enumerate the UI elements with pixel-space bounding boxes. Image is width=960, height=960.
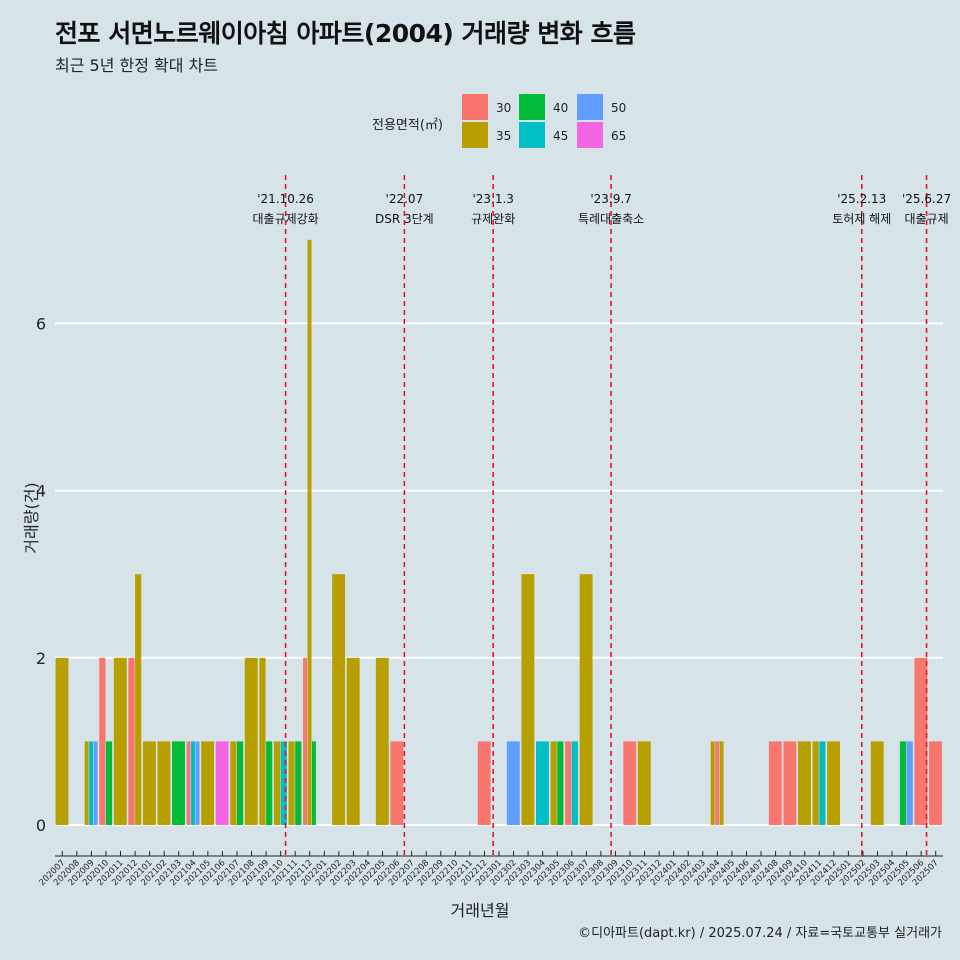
bar-segment: [288, 741, 295, 825]
y-tick-label: 0: [36, 816, 46, 835]
legend-swatch: [462, 122, 488, 148]
bar-segment: [710, 741, 715, 825]
bar-segment: [93, 741, 98, 825]
bar-segment: [259, 657, 266, 825]
legend-swatch: [577, 94, 603, 120]
legend-label: 35: [496, 129, 511, 143]
bar-segment: [579, 574, 593, 825]
bar-segment: [303, 657, 308, 825]
policy-event-label: 특례대출축소: [578, 212, 644, 226]
bar-segment: [191, 741, 196, 825]
bar-segment: [929, 741, 942, 825]
bar-segment: [172, 741, 185, 825]
bar-segment: [311, 741, 316, 825]
bar-segment: [521, 574, 535, 825]
bar-segment: [571, 741, 578, 825]
bar-segment: [99, 657, 106, 825]
bar-segment: [89, 741, 94, 825]
bar-segment: [332, 574, 346, 825]
bar-segment: [783, 741, 797, 825]
policy-event-label: 대출규제강화: [252, 212, 318, 226]
bar-segment: [266, 741, 273, 825]
bar-segment: [55, 657, 69, 825]
legend-swatch: [577, 122, 603, 148]
bar-segment: [557, 741, 564, 825]
bar-segment: [550, 741, 557, 825]
chart-title: 전포 서면노르웨이아침 아파트(2004) 거래량 변화 흐름: [55, 19, 636, 48]
bar-segment: [870, 741, 884, 825]
bar-segment: [84, 741, 89, 825]
bar-segment: [128, 657, 135, 825]
bar-segment: [215, 741, 229, 825]
bar-segment: [812, 741, 819, 825]
legend-swatch: [519, 94, 545, 120]
bar-segment: [535, 741, 549, 825]
y-tick-label: 6: [36, 314, 46, 333]
bar-segment: [236, 741, 244, 825]
legend-label: 65: [611, 129, 626, 143]
policy-event-date: '23.1.3: [472, 192, 513, 206]
policy-event-date: '23.9.7: [590, 192, 631, 206]
bar-segment: [230, 741, 237, 825]
legend-swatch: [519, 122, 545, 148]
y-tick-label: 4: [36, 482, 46, 501]
bar-segment: [307, 239, 312, 826]
legend-label: 50: [611, 101, 626, 115]
policy-event-date: '25.2.13: [837, 192, 886, 206]
bar-segment: [798, 741, 811, 825]
policy-event-date: '22.07: [386, 192, 424, 206]
legend-title: 전용면적(㎡): [372, 118, 443, 133]
bar-segment: [899, 741, 907, 825]
bar-segment: [113, 657, 127, 825]
bar-segment: [719, 741, 724, 825]
bar-segment: [375, 657, 389, 825]
bar-segment: [105, 741, 113, 825]
bar-segment: [906, 741, 913, 825]
bar-segment: [157, 741, 171, 825]
bar-segment: [623, 741, 637, 825]
bar-segment: [565, 741, 572, 825]
bar-segment: [768, 741, 782, 825]
legend-label: 30: [496, 101, 511, 115]
bar-segment: [244, 657, 258, 825]
bar-segment: [195, 741, 200, 825]
chart-subtitle: 최근 5년 한정 확대 차트: [55, 56, 219, 75]
bar-segment: [506, 741, 520, 825]
bar-segment: [346, 657, 360, 825]
bar-segment: [819, 741, 826, 825]
x-axis-title: 거래년월: [450, 901, 510, 920]
policy-event-label: DSR 3단계: [375, 212, 434, 226]
bar-segment: [280, 741, 287, 825]
bar-segment: [914, 657, 928, 825]
y-tick-label: 2: [36, 649, 46, 668]
policy-event-label: 규제완화: [471, 212, 515, 226]
bar-segment: [827, 741, 841, 825]
policy-event-label: 대출규제: [904, 212, 948, 226]
bar-segment: [295, 741, 302, 825]
bar-segment: [142, 741, 156, 825]
legend-label: 40: [553, 101, 568, 115]
policy-event-date: '21.10.26: [257, 192, 314, 206]
source-caption: ©디아파트(dapt.kr) / 2025.07.24 / 자료=국토교통부 실…: [578, 926, 942, 941]
bar-segment: [201, 741, 215, 825]
legend-swatch: [462, 94, 488, 120]
bar-segment: [186, 741, 191, 825]
bar-segment: [637, 741, 651, 825]
legend-label: 45: [553, 129, 568, 143]
bar-segment: [477, 741, 491, 825]
bar-segment: [135, 574, 142, 825]
bar-segment: [390, 741, 404, 825]
policy-event-date: '25.6.27: [902, 192, 951, 206]
bar-segment: [273, 741, 281, 825]
bar-segment: [715, 741, 720, 825]
policy-event-label: 토허제 해제: [832, 212, 891, 226]
